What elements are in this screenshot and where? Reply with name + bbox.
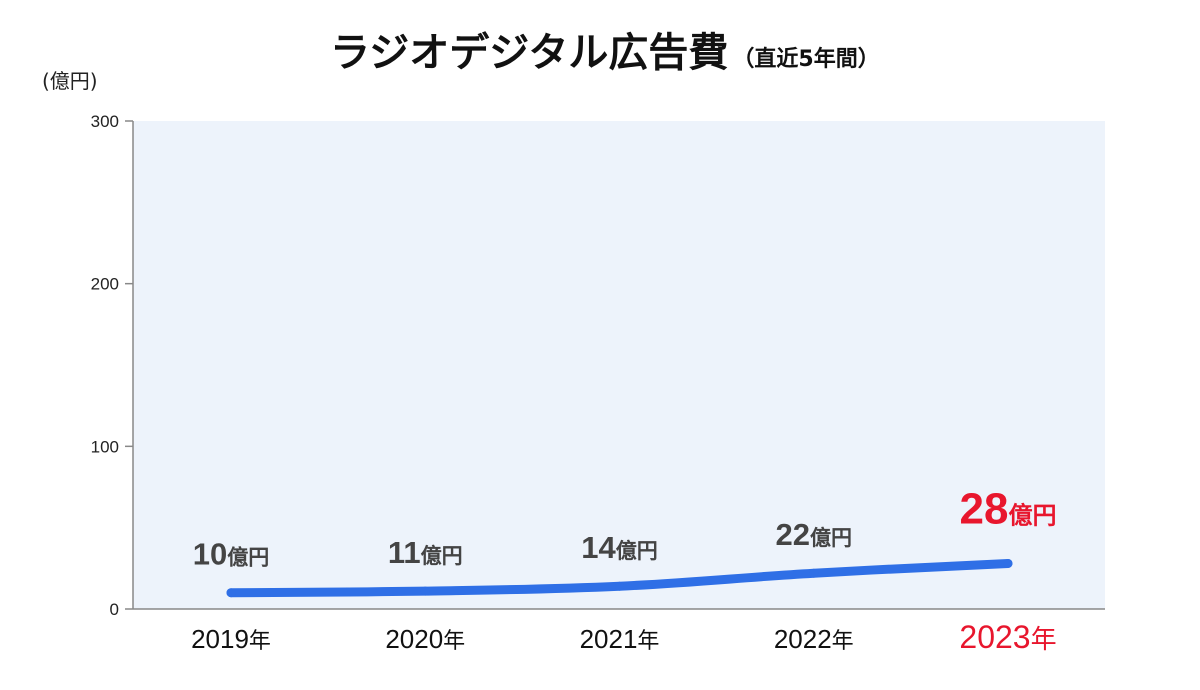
data-label: 10億円 [193,537,269,572]
x-tick-suffix: 年 [443,629,465,654]
data-label: 14億円 [581,530,657,565]
y-tick-label: 0 [110,600,119,619]
x-tick-label: 2021年 [580,624,660,654]
data-label: 28億円 [960,484,1057,533]
y-tick-label: 300 [91,112,119,131]
data-point [226,588,236,598]
data-label-value: 11 [388,535,421,570]
plot-area [133,121,1105,609]
x-tick-label: 2022年 [774,624,854,654]
data-label-value: 14 [581,530,616,565]
data-label-unit: 億円 [616,539,658,563]
x-tick-year: 2020 [385,624,443,654]
data-label-unit: 億円 [810,526,852,550]
x-tick-suffix: 年 [832,629,854,654]
series-group [226,558,1013,598]
data-point [615,581,624,591]
chart-title: ラジオデジタル広告費 （直近5年間） [330,30,880,76]
x-tick-year: 2019 [191,624,249,654]
x-tick-year: 2021 [580,624,638,654]
data-point [809,568,819,578]
data-label: 11億円 [388,535,463,570]
data-point [420,586,430,596]
x-tick-label: 2019年 [191,624,271,654]
data-label-value: 22 [776,517,810,552]
x-tick-year: 2023 [959,619,1030,655]
x-axis-ticks: 2019年 2020年 2021年 2022年 2023年 [191,619,1057,655]
x-tick-suffix: 年 [249,629,271,654]
y-axis-unit-label: (億円) [42,69,98,93]
y-tick-label: 100 [91,437,119,456]
x-tick-suffix: 年 [637,629,659,654]
y-tick-label: 200 [91,275,119,294]
chart-title-main: ラジオデジタル広告費 [330,30,728,76]
data-label-unit: 億円 [1008,501,1056,529]
x-tick-year: 2022 [774,624,832,654]
x-tick-label: 2023年 [959,619,1056,655]
x-tick-label: 2020年 [385,624,465,654]
data-label-unit: 億円 [227,546,269,570]
data-label-value: 28 [960,484,1009,533]
chart-subtitle: （直近5年間） [732,46,879,72]
data-label-unit: 億円 [421,544,463,568]
x-tick-suffix: 年 [1031,625,1057,655]
y-axis-ticks: 0 100 200 300 [91,112,133,619]
data-point [1003,558,1013,568]
data-label-value: 10 [193,537,227,572]
data-label: 22億円 [776,517,852,552]
